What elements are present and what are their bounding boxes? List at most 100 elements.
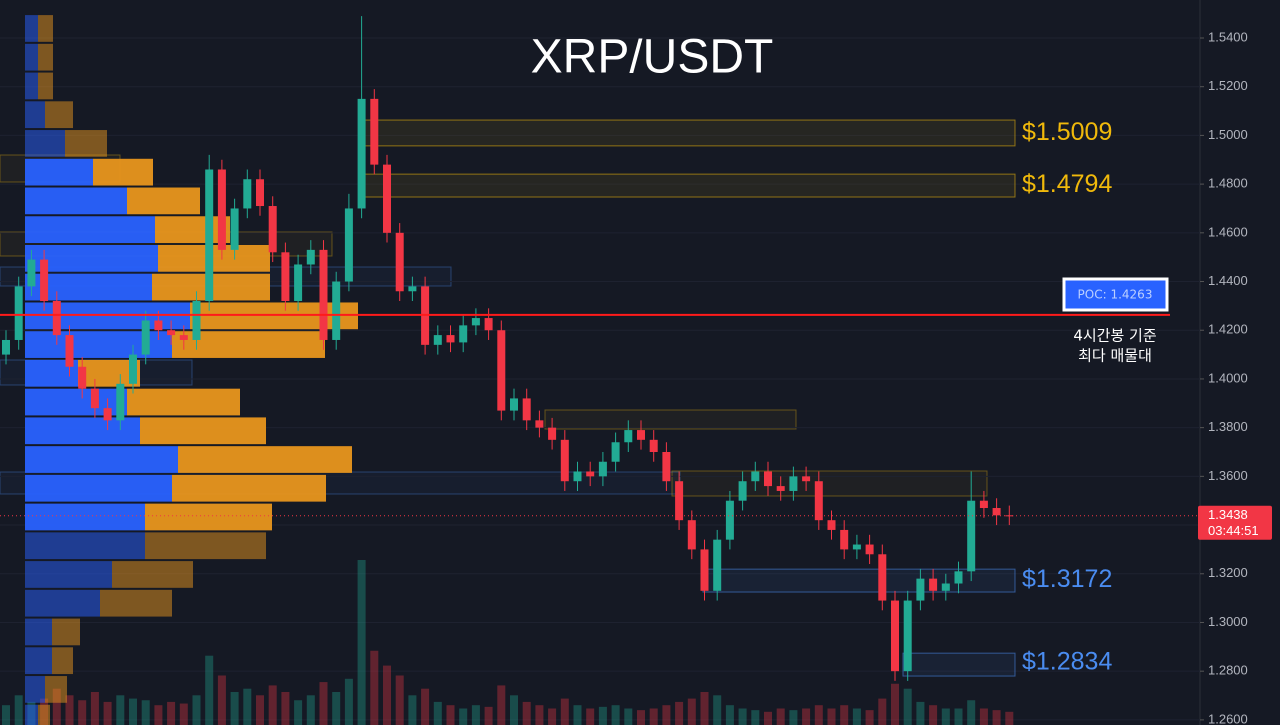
volume-bar (611, 705, 620, 725)
candle-body (40, 259, 49, 302)
volume-bar (713, 695, 722, 725)
profile-buy (25, 43, 38, 71)
volume-bar (497, 685, 506, 725)
candle-body (383, 164, 391, 233)
candle-body (725, 500, 734, 540)
volume-bar (344, 678, 353, 725)
volume-bar (802, 708, 811, 725)
candle-body (446, 335, 455, 343)
candle-body (979, 500, 988, 509)
volume-bar (446, 705, 455, 725)
profile-sell (127, 388, 240, 416)
volume-bar (421, 688, 430, 725)
volume-bar (510, 695, 518, 725)
candle-body (637, 430, 645, 440)
volume-bar (738, 708, 747, 725)
volume-bar (383, 665, 391, 725)
profile-buy (25, 647, 52, 675)
candle-body (852, 544, 861, 550)
volume-bar (662, 705, 671, 725)
volume-bar (357, 560, 366, 725)
volume-bar (789, 710, 798, 725)
volume-bar (649, 708, 658, 725)
profile-sell (145, 532, 266, 560)
candle-body (78, 366, 87, 389)
profile-sell (100, 589, 172, 617)
volume-bar (179, 703, 188, 725)
profile-sell (38, 72, 53, 100)
volume-bar (370, 650, 379, 725)
profile-sell (145, 503, 272, 531)
candle-body (535, 420, 544, 428)
candle-body (802, 476, 811, 482)
profile-sell (178, 446, 352, 473)
profile-buy (25, 101, 45, 129)
candle-body (471, 318, 480, 326)
profile-sell (155, 216, 230, 243)
candle-body (548, 427, 557, 440)
y-tick-label: 1.5400 (1208, 29, 1248, 44)
zone-box (902, 652, 1016, 677)
candle-body (154, 320, 163, 331)
volume-bar (916, 701, 925, 725)
volume-bar (52, 688, 61, 725)
candle-body (738, 481, 747, 501)
volume-bar (433, 701, 442, 725)
poc-label: POC: 1.4263 (1078, 288, 1153, 302)
volume-bar (700, 692, 709, 725)
volume-bar (484, 706, 493, 725)
volume-bar (103, 701, 112, 725)
y-tick-label: 1.4000 (1208, 370, 1248, 385)
candle-body (700, 549, 709, 591)
volume-bar (332, 692, 341, 725)
profile-buy (25, 561, 112, 588)
candle-body (649, 439, 658, 452)
candle-body (916, 578, 925, 601)
y-tick-label: 1.2800 (1208, 663, 1248, 678)
profile-sell (52, 618, 80, 646)
candle-body (903, 600, 912, 672)
candle-body (840, 529, 849, 550)
profile-buy (25, 446, 178, 473)
candle-body (129, 354, 137, 384)
volume-bar (78, 700, 87, 725)
profile-buy (25, 158, 93, 186)
volume-bar (573, 705, 582, 725)
profile-buy (25, 503, 145, 531)
volume-bar (992, 710, 1001, 725)
candle-body (814, 481, 823, 521)
y-tick-label: 1.3000 (1208, 614, 1248, 629)
profile-buy (25, 532, 145, 560)
zone-box (544, 409, 797, 430)
candle-body (230, 208, 239, 250)
candle-body (103, 408, 112, 421)
volume-bar (217, 675, 226, 725)
volume-bar (941, 708, 950, 725)
candle-body (484, 318, 493, 331)
candle-body (598, 461, 607, 477)
candle-body (357, 98, 366, 209)
volume-bar (459, 708, 468, 725)
y-tick-label: 1.3800 (1208, 419, 1248, 434)
volume-bar (167, 701, 176, 725)
y-tick-label: 1.2600 (1208, 711, 1248, 725)
volume-bar (624, 708, 633, 725)
candle-body (929, 578, 938, 591)
candle-body (751, 471, 760, 482)
last-price-box (1198, 505, 1272, 540)
profile-sell (38, 43, 53, 71)
candle-body (116, 383, 125, 421)
candle-body (967, 500, 976, 572)
profile-buy (25, 589, 100, 617)
zone-box (359, 173, 1016, 198)
candle-body (27, 259, 36, 287)
candle-body (1005, 515, 1014, 517)
volume-bar (243, 688, 252, 725)
volume-bar (865, 710, 874, 725)
candle-body (459, 325, 468, 343)
candle-body (675, 481, 684, 521)
volume-bar (751, 710, 760, 725)
volume-bar (1005, 711, 1014, 725)
profile-sell (45, 101, 73, 129)
candle-body (268, 206, 277, 253)
